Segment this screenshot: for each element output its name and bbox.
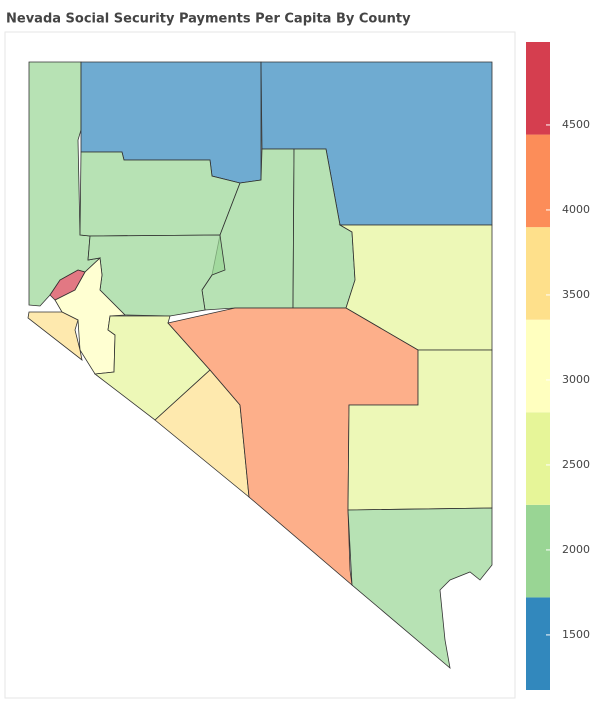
colorbar-tick-label: 4500 <box>562 118 590 131</box>
chart-title: Nevada Social Security Payments Per Capi… <box>6 12 411 27</box>
county <box>79 151 241 237</box>
colorbar-tick-label: 4000 <box>562 203 590 216</box>
colorbar-tick-label: 2000 <box>562 543 590 556</box>
colorbar-tick-label: 1500 <box>562 628 590 641</box>
colorbar-band <box>526 134 550 228</box>
colorbar-tick-label: 3500 <box>562 288 590 301</box>
colorbar-tick-label: 3000 <box>562 373 590 386</box>
county <box>27 311 83 361</box>
colorbar-band <box>526 319 550 413</box>
map <box>27 61 493 670</box>
colorbar-band <box>526 227 550 320</box>
county <box>347 507 493 670</box>
colorbar: 1500 2000 2500 3000 3500 4000 4500 <box>526 42 590 690</box>
county <box>49 269 86 301</box>
county <box>93 315 211 421</box>
colorbar-band <box>526 504 550 598</box>
colorbar-tick-label: 2500 <box>562 458 590 471</box>
colorbar-band <box>526 42 550 135</box>
colorbar-band <box>526 597 550 690</box>
colorbar-band <box>526 412 550 505</box>
